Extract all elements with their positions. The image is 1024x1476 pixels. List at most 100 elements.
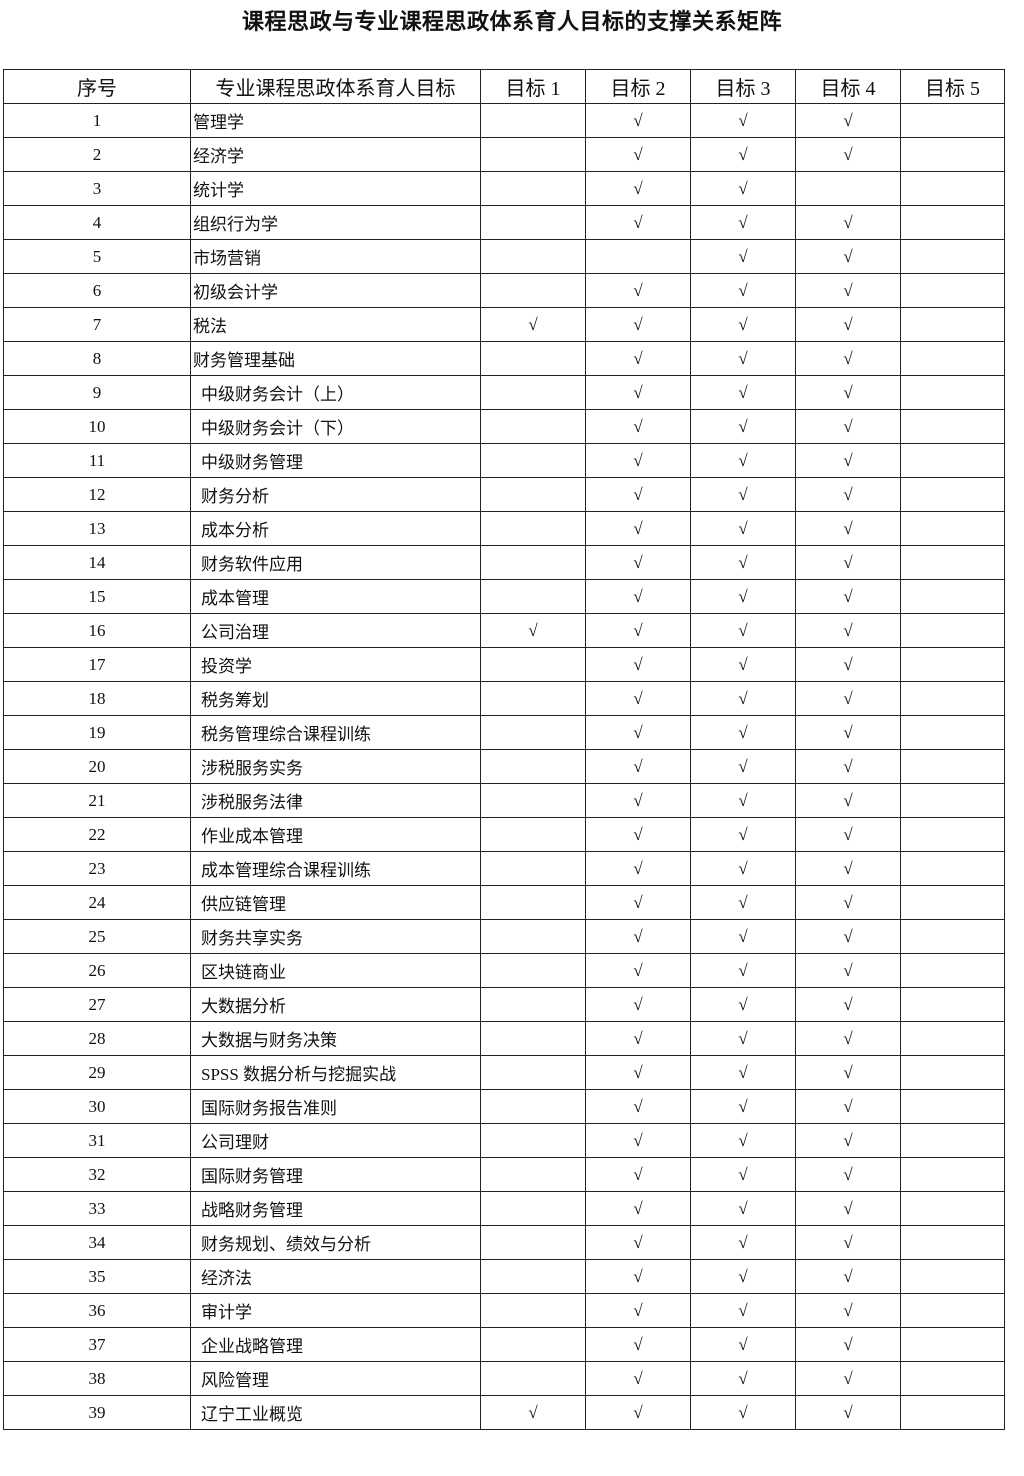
row-number: 21 — [3, 783, 191, 818]
goal-5-cell — [900, 1089, 1005, 1124]
check-mark-icon: √ — [738, 1096, 748, 1116]
goal-5-cell — [900, 919, 1005, 954]
check-mark-icon: √ — [843, 586, 853, 606]
row-number: 37 — [3, 1327, 191, 1362]
goal-3-cell: √ — [690, 307, 796, 342]
course-name: 统计学 — [190, 171, 481, 206]
goal-2-cell: √ — [585, 919, 691, 954]
check-mark-icon: √ — [633, 280, 643, 300]
goal-3-cell: √ — [690, 987, 796, 1022]
goal-4-cell: √ — [795, 919, 901, 954]
goal-3-cell: √ — [690, 511, 796, 546]
goal-3-cell: √ — [690, 409, 796, 444]
check-mark-icon: √ — [633, 144, 643, 164]
goal-2-cell: √ — [585, 1123, 691, 1158]
goal-2-cell: √ — [585, 987, 691, 1022]
check-mark-icon: √ — [843, 1266, 853, 1286]
check-mark-icon: √ — [843, 518, 853, 538]
course-name: 经济学 — [190, 137, 481, 172]
header-no: 序号 — [3, 69, 191, 104]
course-name: 辽宁工业概览 — [190, 1395, 481, 1430]
goal-5-cell — [900, 341, 1005, 376]
check-mark-icon: √ — [738, 1028, 748, 1048]
goal-5-cell — [900, 1157, 1005, 1192]
goal-4-cell: √ — [795, 885, 901, 920]
course-name: 成本管理综合课程训练 — [190, 851, 481, 886]
check-mark-icon: √ — [633, 552, 643, 572]
check-mark-icon: √ — [843, 1062, 853, 1082]
row-number: 36 — [3, 1293, 191, 1328]
table-row: 14 财务软件应用 √ √ √ — [3, 545, 1005, 580]
goal-1-cell — [480, 273, 586, 308]
goal-1-cell: √ — [480, 1395, 586, 1430]
check-mark-icon: √ — [738, 926, 748, 946]
table-row: 11 中级财务管理 √ √ √ — [3, 443, 1005, 478]
goal-3-cell: √ — [690, 1259, 796, 1294]
course-name: 财务管理基础 — [190, 341, 481, 376]
row-number: 11 — [3, 443, 191, 478]
goal-5-cell — [900, 273, 1005, 308]
check-mark-icon: √ — [633, 348, 643, 368]
table-body: 1 管理学 √ √ √ 2 经济学 √ √ √ 3 统计学 √ √ 4 组织行为学 √ √ √ 5 市场营销 √ √ 6 初级会… — [3, 103, 1005, 1430]
goal-4-cell: √ — [795, 307, 901, 342]
goal-5-cell — [900, 1055, 1005, 1090]
row-number: 19 — [3, 715, 191, 750]
goal-1-cell — [480, 715, 586, 750]
goal-2-cell: √ — [585, 205, 691, 240]
table-row: 32 国际财务管理 √ √ √ — [3, 1157, 1005, 1192]
goal-5-cell — [900, 817, 1005, 852]
goal-5-cell — [900, 1191, 1005, 1226]
check-mark-icon: √ — [738, 1198, 748, 1218]
check-mark-icon: √ — [633, 620, 643, 640]
goal-4-cell: √ — [795, 1157, 901, 1192]
goal-5-cell — [900, 749, 1005, 784]
goal-3-cell: √ — [690, 239, 796, 274]
goal-4-cell: √ — [795, 1293, 901, 1328]
check-mark-icon: √ — [738, 348, 748, 368]
goal-2-cell: √ — [585, 647, 691, 682]
header-goal-4: 目标 4 — [795, 69, 901, 104]
check-mark-icon: √ — [633, 1198, 643, 1218]
check-mark-icon: √ — [738, 756, 748, 776]
goal-2-cell: √ — [585, 137, 691, 172]
check-mark-icon: √ — [738, 416, 748, 436]
goal-2-cell: √ — [585, 1225, 691, 1260]
goal-3-cell: √ — [690, 171, 796, 206]
goal-4-cell: √ — [795, 851, 901, 886]
row-number: 2 — [3, 137, 191, 172]
goal-3-cell: √ — [690, 749, 796, 784]
goal-3-cell: √ — [690, 1089, 796, 1124]
check-mark-icon: √ — [738, 110, 748, 130]
check-mark-icon: √ — [738, 688, 748, 708]
goal-2-cell: √ — [585, 613, 691, 648]
row-number: 26 — [3, 953, 191, 988]
goal-5-cell — [900, 1293, 1005, 1328]
goal-2-cell: √ — [585, 1293, 691, 1328]
check-mark-icon: √ — [843, 1232, 853, 1252]
row-number: 31 — [3, 1123, 191, 1158]
check-mark-icon: √ — [738, 212, 748, 232]
table-row: 10 中级财务会计（下） √ √ √ — [3, 409, 1005, 444]
goal-2-cell: √ — [585, 307, 691, 342]
table-row: 15 成本管理 √ √ √ — [3, 579, 1005, 614]
goal-4-cell: √ — [795, 715, 901, 750]
goal-3-cell: √ — [690, 1327, 796, 1362]
check-mark-icon: √ — [633, 450, 643, 470]
goal-1-cell — [480, 137, 586, 172]
goal-3-cell: √ — [690, 137, 796, 172]
course-name: 区块链商业 — [190, 953, 481, 988]
course-name: 作业成本管理 — [190, 817, 481, 852]
goal-3-cell: √ — [690, 103, 796, 138]
goal-1-cell — [480, 477, 586, 512]
goal-1-cell — [480, 375, 586, 410]
goal-5-cell — [900, 511, 1005, 546]
goal-1-cell — [480, 1157, 586, 1192]
check-mark-icon: √ — [738, 246, 748, 266]
goal-1-cell — [480, 1327, 586, 1362]
goal-4-cell: √ — [795, 783, 901, 818]
check-mark-icon: √ — [633, 1062, 643, 1082]
goal-5-cell — [900, 1395, 1005, 1430]
goal-2-cell: √ — [585, 681, 691, 716]
goal-2-cell: √ — [585, 851, 691, 886]
check-mark-icon: √ — [633, 1164, 643, 1184]
